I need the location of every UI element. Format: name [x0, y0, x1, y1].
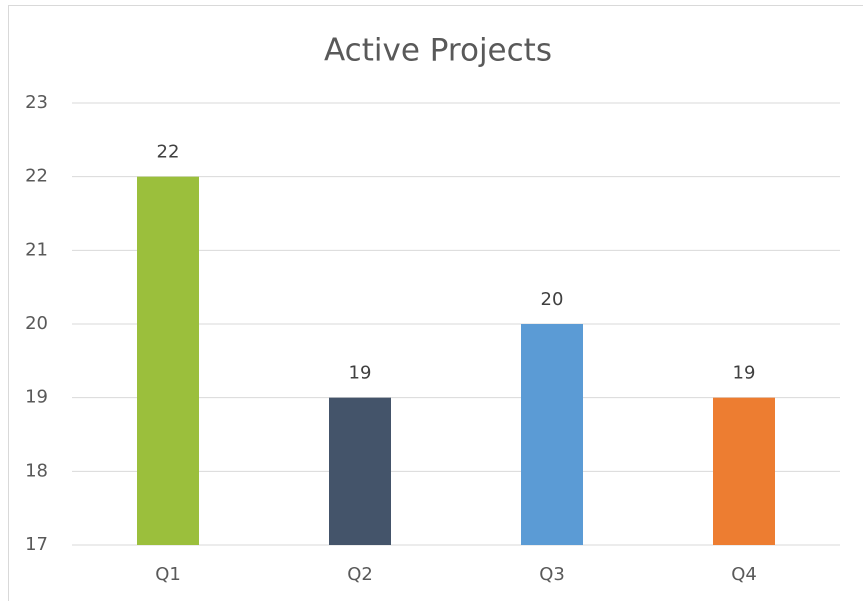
y-tick-label: 20 [25, 313, 48, 334]
y-tick-label: 22 [25, 166, 48, 187]
bar [137, 176, 199, 545]
data-label: 19 [349, 363, 372, 384]
data-label: 20 [541, 289, 564, 310]
bar [521, 324, 583, 545]
y-tick-label: 17 [25, 534, 48, 555]
x-tick-label: Q1 [155, 564, 181, 585]
chart-title: Active Projects [324, 33, 552, 69]
bar [713, 397, 775, 545]
y-tick-label: 23 [25, 92, 48, 113]
y-tick-label: 18 [25, 460, 48, 481]
data-label: 19 [733, 363, 756, 384]
x-tick-label: Q2 [347, 564, 373, 585]
bar [329, 397, 391, 545]
y-tick-label: 19 [25, 387, 48, 408]
x-tick-label: Q4 [731, 564, 757, 585]
data-label: 22 [157, 142, 180, 163]
y-tick-label: 21 [25, 239, 48, 260]
x-tick-label: Q3 [539, 564, 565, 585]
